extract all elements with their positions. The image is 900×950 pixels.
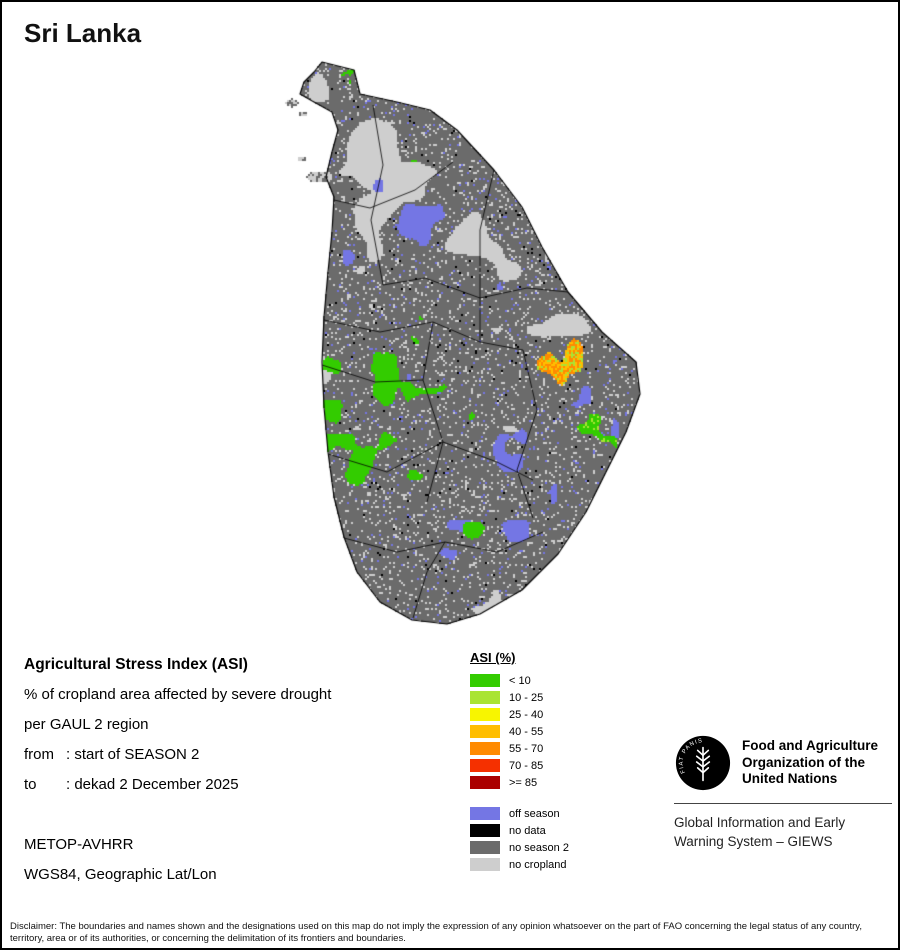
giews-label: Global Information and Early Warning Sys…: [674, 813, 892, 851]
legend-label: no season 2: [509, 841, 569, 854]
wheat-ear-icon: [695, 746, 711, 782]
description-line-1: % of cropland area affected by severe dr…: [24, 686, 332, 703]
to-value: : dekad 2 December 2025: [66, 776, 239, 793]
org-name-line-1: Food and Agriculture: [742, 738, 878, 754]
projection-line: WGS84, Geographic Lat/Lon: [24, 866, 217, 883]
org-name-line-2: Organization of the: [742, 754, 865, 770]
legend-item: 25 - 40: [470, 706, 569, 723]
legend-item: 40 - 55: [470, 723, 569, 740]
disclaimer-text: Disclaimer: The boundaries and names sho…: [10, 921, 862, 944]
legend-label: 25 - 40: [509, 708, 544, 721]
legend-label: 40 - 55: [509, 725, 544, 738]
legend-item: 55 - 70: [470, 740, 569, 757]
legend-extra-classes: off season no data no season 2 no cropla…: [470, 805, 569, 873]
fao-branding-top: FIAT PANIS Food and Agriculture Organiza…: [674, 734, 892, 792]
legend-swatch: [470, 759, 500, 772]
description-line-2: per GAUL 2 region: [24, 716, 149, 733]
legend: ASI (%) < 10 10 - 25 25 - 40 40 - 55 55 …: [470, 650, 569, 873]
legend-label: off season: [509, 807, 560, 820]
legend-label: 70 - 85: [509, 759, 544, 772]
legend-swatch: [470, 858, 500, 871]
from-value: : start of SEASON 2: [66, 746, 200, 763]
legend-swatch: [470, 824, 500, 837]
legend-title: ASI (%): [470, 650, 516, 665]
legend-swatch: [470, 674, 500, 687]
map-description: Agricultural Stress Index (ASI) % of cro…: [24, 650, 331, 890]
asi-heading: Agricultural Stress Index (ASI): [24, 656, 248, 673]
legend-item: >= 85: [470, 774, 569, 791]
legend-item: < 10: [470, 672, 569, 689]
legend-label: >= 85: [509, 776, 538, 789]
legend-swatch: [470, 841, 500, 854]
giews-line-1: Global Information and Early: [674, 815, 846, 830]
to-label: to: [24, 776, 37, 793]
legend-swatch: [470, 708, 500, 721]
from-label: from: [24, 746, 54, 763]
to-row: to : dekad 2 December 2025: [24, 770, 331, 800]
legend-label: no data: [509, 824, 546, 837]
legend-label: no cropland: [509, 858, 567, 871]
legend-label: < 10: [509, 674, 531, 687]
from-row: from : start of SEASON 2: [24, 740, 331, 770]
legend-swatch: [470, 776, 500, 789]
org-name: Food and Agriculture Organization of the…: [742, 738, 878, 788]
legend-swatch: [470, 807, 500, 820]
legend-swatch: [470, 725, 500, 738]
page-title: Sri Lanka: [24, 18, 142, 48]
legend-item: no cropland: [470, 856, 569, 873]
sri-lanka-map: [275, 50, 655, 635]
legend-item: off season: [470, 805, 569, 822]
legend-label: 55 - 70: [509, 742, 544, 755]
legend-item: 70 - 85: [470, 757, 569, 774]
legend-label: 10 - 25: [509, 691, 544, 704]
sensor-line: METOP-AVHRR: [24, 836, 134, 853]
fao-branding: FIAT PANIS Food and Agriculture Organiza…: [674, 734, 892, 851]
legend-classes: < 10 10 - 25 25 - 40 40 - 55 55 - 70 70 …: [470, 672, 569, 791]
giews-line-2: Warning System – GIEWS: [674, 834, 833, 849]
legend-item: 10 - 25: [470, 689, 569, 706]
fao-logo: FIAT PANIS: [675, 735, 731, 791]
org-name-line-3: United Nations: [742, 771, 838, 787]
legend-swatch: [470, 691, 500, 704]
legend-item: no data: [470, 822, 569, 839]
branding-divider: [674, 803, 892, 804]
legend-item: no season 2: [470, 839, 569, 856]
legend-swatch: [470, 742, 500, 755]
